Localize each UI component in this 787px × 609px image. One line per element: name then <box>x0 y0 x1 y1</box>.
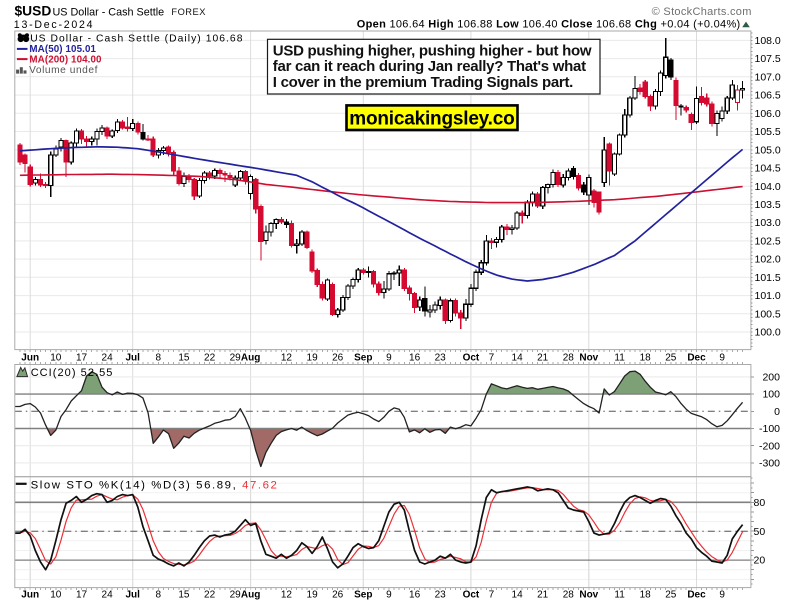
svg-text:7: 7 <box>489 589 495 600</box>
svg-text:26: 26 <box>332 352 344 363</box>
svg-text:101.5: 101.5 <box>755 272 781 284</box>
svg-text:17: 17 <box>76 352 88 363</box>
svg-text:16: 16 <box>409 352 421 363</box>
svg-text:-200: -200 <box>759 440 780 452</box>
svg-text:104.0: 104.0 <box>755 181 781 193</box>
svg-text:106.0: 106.0 <box>755 108 781 120</box>
svg-text:20: 20 <box>754 555 766 567</box>
svg-text:80: 80 <box>754 497 766 509</box>
svg-text:21: 21 <box>537 589 549 600</box>
svg-text:29: 29 <box>230 352 242 363</box>
svg-text:9: 9 <box>386 352 392 363</box>
svg-text:25: 25 <box>665 589 677 600</box>
svg-text:107.5: 107.5 <box>755 53 781 65</box>
svg-text:22: 22 <box>204 352 216 363</box>
svg-text:21: 21 <box>537 352 549 363</box>
svg-text:Aug: Aug <box>241 352 260 363</box>
svg-text:Nov: Nov <box>579 352 598 363</box>
svg-text:Slow STO %K(14) %D(3) 56.89, 4: Slow STO %K(14) %D(3) 56.89, 47.62 <box>31 479 279 491</box>
svg-text:8: 8 <box>156 352 162 363</box>
svg-text:Dec: Dec <box>687 352 706 363</box>
svg-text:MA(200) 104.00: MA(200) 104.00 <box>29 54 102 65</box>
svg-text:17: 17 <box>76 589 88 600</box>
svg-text:13-Dec-2024: 13-Dec-2024 <box>14 19 95 31</box>
svg-text:24: 24 <box>102 352 114 363</box>
svg-text:103.0: 103.0 <box>755 217 781 229</box>
svg-text:MA(50) 105.01: MA(50) 105.01 <box>29 44 96 55</box>
svg-text:9: 9 <box>386 589 392 600</box>
svg-text:9: 9 <box>719 589 725 600</box>
svg-text:108.0: 108.0 <box>755 35 781 47</box>
svg-text:25: 25 <box>665 352 677 363</box>
svg-text:102.0: 102.0 <box>755 254 781 266</box>
svg-text:19: 19 <box>307 589 319 600</box>
svg-text:Jun: Jun <box>21 589 39 600</box>
svg-text:Jul: Jul <box>125 352 140 363</box>
svg-text:11: 11 <box>614 352 625 363</box>
svg-text:100.0: 100.0 <box>755 327 781 339</box>
svg-text:USD pushing higher, pushing hi: USD pushing higher, pushing higher - but… <box>273 43 592 60</box>
svg-text:18: 18 <box>640 589 652 600</box>
svg-text:10: 10 <box>50 352 62 363</box>
svg-text:9: 9 <box>719 352 725 363</box>
svg-text:-100: -100 <box>759 423 780 435</box>
svg-text:© StockCharts.com: © StockCharts.com <box>652 6 752 18</box>
svg-text:106.5: 106.5 <box>755 90 781 102</box>
svg-text:14: 14 <box>512 589 524 600</box>
svg-text:26: 26 <box>332 589 344 600</box>
svg-text:12: 12 <box>281 352 293 363</box>
svg-text:Open 106.64 High 106.88 Low 10: Open 106.64 High 106.88 Low 106.40 Close… <box>357 18 741 30</box>
svg-text:0: 0 <box>774 406 780 418</box>
svg-text:100.5: 100.5 <box>755 308 781 320</box>
svg-text:15: 15 <box>178 589 190 600</box>
svg-text:105.5: 105.5 <box>755 126 781 138</box>
svg-text:CCI(20) 52.55: CCI(20) 52.55 <box>31 367 114 379</box>
svg-text:8: 8 <box>156 589 162 600</box>
svg-text:I cover in the premium Trading: I cover in the premium Trading Signals p… <box>273 74 573 91</box>
svg-text:7: 7 <box>489 352 495 363</box>
svg-text:Oct: Oct <box>463 589 480 600</box>
svg-text:Volume undef: Volume undef <box>29 65 98 76</box>
svg-text:18: 18 <box>640 352 652 363</box>
svg-text:14: 14 <box>512 352 524 363</box>
svg-text:10: 10 <box>50 589 62 600</box>
svg-text:11: 11 <box>614 589 625 600</box>
svg-text:200: 200 <box>762 372 780 384</box>
svg-text:24: 24 <box>102 589 114 600</box>
svg-text:19: 19 <box>307 352 319 363</box>
svg-text:Sep: Sep <box>354 352 372 363</box>
svg-text:12: 12 <box>281 589 293 600</box>
svg-text:Dec: Dec <box>687 589 706 600</box>
svg-text:50: 50 <box>754 526 766 538</box>
svg-text:US Dollar - Cash Settle: US Dollar - Cash Settle <box>53 6 165 18</box>
svg-text:104.5: 104.5 <box>755 163 781 175</box>
svg-text:28: 28 <box>563 589 575 600</box>
svg-text:23: 23 <box>435 352 447 363</box>
svg-text:Aug: Aug <box>241 589 260 600</box>
svg-text:monicakingsley.co: monicakingsley.co <box>349 109 514 130</box>
svg-text:Oct: Oct <box>463 352 480 363</box>
svg-text:101.0: 101.0 <box>755 290 781 302</box>
svg-text:16: 16 <box>409 589 421 600</box>
svg-text:Sep: Sep <box>354 589 372 600</box>
svg-text:FOREX: FOREX <box>171 7 206 17</box>
svg-text:100: 100 <box>762 389 780 401</box>
svg-text:$USD: $USD <box>15 4 52 19</box>
svg-text:107.0: 107.0 <box>755 71 781 83</box>
svg-text:15: 15 <box>178 352 190 363</box>
svg-text:far can it reach during Jan re: far can it reach during Jan really? That… <box>273 58 586 75</box>
svg-text:Jun: Jun <box>21 352 39 363</box>
svg-text:105.0: 105.0 <box>755 144 781 156</box>
svg-text:US Dollar - Cash Settle (Daily: US Dollar - Cash Settle (Daily) 106.68 <box>30 34 243 45</box>
svg-text:29: 29 <box>230 589 242 600</box>
svg-text:Jul: Jul <box>125 589 140 600</box>
svg-text:28: 28 <box>563 352 575 363</box>
svg-text:22: 22 <box>204 589 216 600</box>
svg-text:Nov: Nov <box>579 589 598 600</box>
svg-text:102.5: 102.5 <box>755 236 781 248</box>
svg-text:23: 23 <box>435 589 447 600</box>
svg-text:103.5: 103.5 <box>755 199 781 211</box>
svg-text:-300: -300 <box>759 458 780 470</box>
